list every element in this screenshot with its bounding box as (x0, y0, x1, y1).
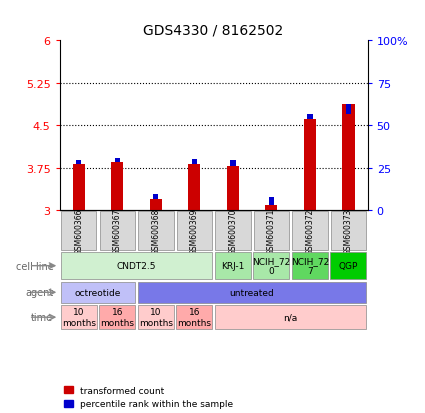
Bar (192, 159, 197, 164)
Bar (307, 115, 312, 119)
Bar (99, 211, 135, 251)
Text: GSM600373: GSM600373 (344, 208, 353, 254)
Bar (253, 253, 289, 279)
Text: CNDT2.5: CNDT2.5 (117, 261, 156, 271)
Bar (61, 211, 96, 251)
Bar (177, 211, 212, 251)
Text: GSM600370: GSM600370 (228, 208, 237, 254)
Bar (99, 306, 136, 329)
Text: untreated: untreated (230, 288, 275, 297)
Bar (188, 164, 201, 211)
Text: 16
months: 16 months (100, 308, 134, 327)
Text: 16
months: 16 months (177, 308, 211, 327)
Bar (150, 199, 162, 211)
Text: QGP: QGP (339, 261, 358, 271)
Bar (111, 163, 123, 211)
Bar (215, 253, 251, 279)
Text: NCIH_72
0: NCIH_72 0 (252, 256, 290, 276)
Legend: transformed count, percentile rank within the sample: transformed count, percentile rank withi… (64, 386, 233, 408)
Bar (215, 211, 250, 251)
Text: GSM600367: GSM600367 (113, 208, 122, 254)
Bar (292, 253, 328, 279)
Bar (346, 105, 351, 115)
Bar (61, 306, 97, 329)
Text: GSM600371: GSM600371 (267, 208, 276, 254)
Bar (265, 205, 278, 211)
Bar (138, 282, 366, 303)
Text: cell line: cell line (16, 261, 54, 271)
Text: agent: agent (25, 287, 54, 297)
Text: KRJ-1: KRJ-1 (221, 261, 244, 271)
Title: GDS4330 / 8162502: GDS4330 / 8162502 (143, 24, 284, 37)
Bar (215, 306, 366, 329)
Bar (269, 198, 274, 205)
Text: octreotide: octreotide (75, 288, 121, 297)
Text: GSM600368: GSM600368 (151, 208, 160, 254)
Bar (227, 167, 239, 211)
Text: 10
months: 10 months (139, 308, 173, 327)
Text: NCIH_72
7: NCIH_72 7 (291, 256, 329, 276)
Bar (331, 211, 366, 251)
Bar (254, 211, 289, 251)
Bar (304, 119, 316, 211)
Bar (153, 195, 159, 199)
Bar (330, 253, 366, 279)
Bar (176, 306, 212, 329)
Bar (230, 160, 235, 167)
Bar (138, 306, 174, 329)
Bar (138, 211, 173, 251)
Bar (73, 164, 85, 211)
Text: 10
months: 10 months (62, 308, 96, 327)
Bar (342, 105, 354, 211)
Bar (292, 211, 328, 251)
Text: GSM600372: GSM600372 (305, 208, 314, 254)
Text: GSM600369: GSM600369 (190, 208, 199, 254)
Bar (61, 253, 212, 279)
Bar (115, 158, 120, 163)
Text: n/a: n/a (283, 313, 298, 322)
Text: GSM600366: GSM600366 (74, 208, 83, 254)
Bar (61, 282, 136, 303)
Bar (76, 160, 82, 164)
Text: time: time (31, 312, 54, 323)
